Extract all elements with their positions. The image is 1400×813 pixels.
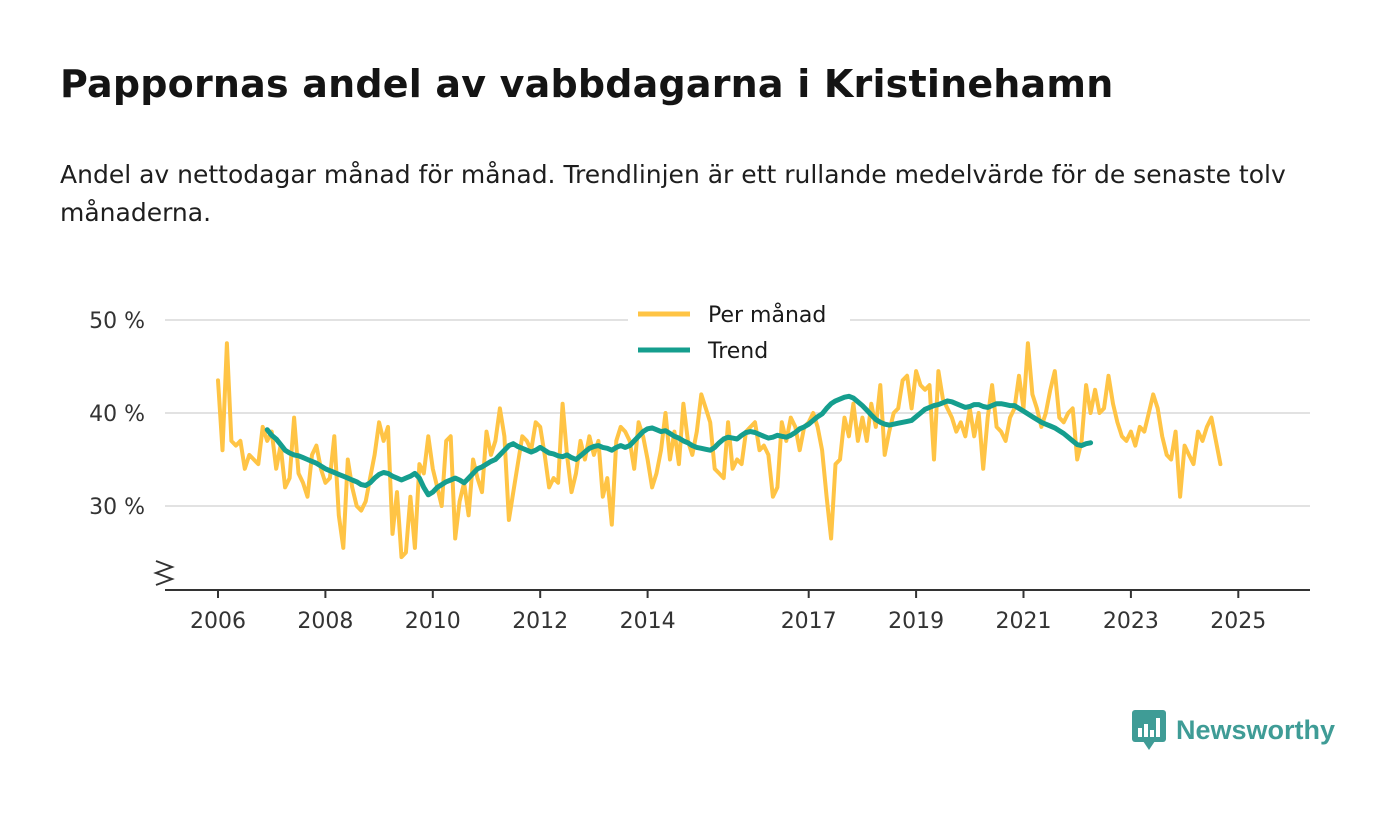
chart-subtitle: Andel av nettodagar månad för månad. Tre… <box>60 160 1286 227</box>
y-tick-label: 40 % <box>89 402 145 427</box>
series-lines <box>216 341 1223 560</box>
series-line-trend <box>264 393 1094 498</box>
legend-label-per-manad: Per månad <box>708 302 826 328</box>
x-tick-label: 2010 <box>405 609 461 634</box>
x-tick-label: 2017 <box>781 609 837 634</box>
newsworthy-wordmark: Newsworthy <box>1176 714 1336 745</box>
series-line-per-manad <box>216 341 1223 560</box>
x-tick-label: 2006 <box>190 609 246 634</box>
newsworthy-logo-icon <box>1132 710 1166 750</box>
chart-title: Pappornas andel av vabbdagarna i Kristin… <box>60 62 1114 106</box>
x-tick-label: 2014 <box>620 609 676 634</box>
y-tick-label: 50 % <box>89 309 145 334</box>
newsworthy-logo[interactable]: Newsworthy <box>1132 710 1335 750</box>
x-tick-label: 2021 <box>996 609 1052 634</box>
x-tick-label: 2008 <box>297 609 353 634</box>
y-tick-label: 30 % <box>89 495 145 520</box>
x-tick-label: 2019 <box>888 609 944 634</box>
x-tick-label: 2025 <box>1210 609 1266 634</box>
legend: Per månad Trend <box>628 296 850 372</box>
y-axis-break-icon <box>153 560 175 586</box>
legend-label-trend: Trend <box>707 339 768 364</box>
x-tick-label: 2023 <box>1103 609 1159 634</box>
y-axis-ticks: 30 % 40 % 50 % <box>89 309 145 520</box>
x-tick-label: 2012 <box>512 609 568 634</box>
legend-background <box>628 296 850 372</box>
x-axis: 2006 2008 2010 2012 2014 2017 2019 2021 2023 2025 <box>153 560 1310 634</box>
